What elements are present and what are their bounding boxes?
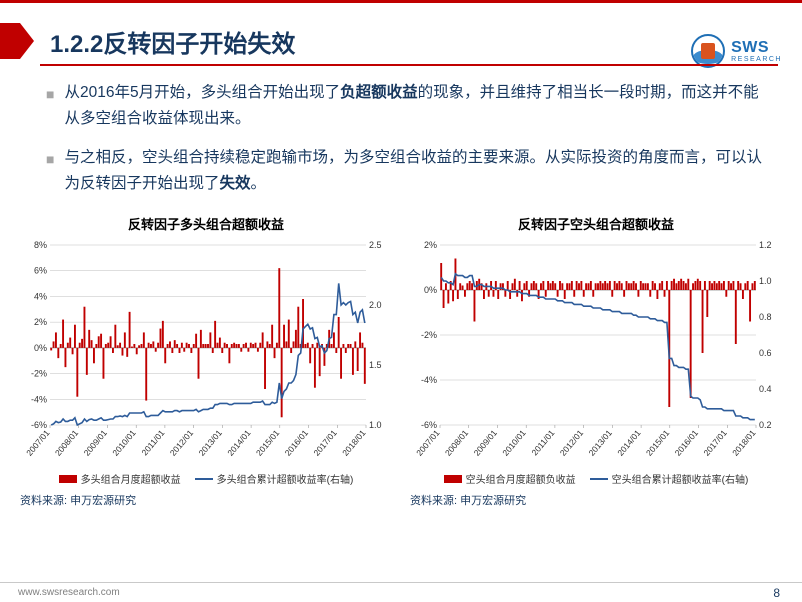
top-border (0, 0, 802, 3)
svg-text:-4%: -4% (31, 394, 47, 404)
svg-text:0%: 0% (34, 343, 47, 353)
svg-text:2016/01: 2016/01 (283, 428, 311, 458)
page-title: 1.2.2反转因子开始失效 (50, 24, 295, 59)
svg-text:2017/01: 2017/01 (311, 428, 339, 458)
svg-text:2009/01: 2009/01 (82, 428, 110, 458)
red-tab-icon (0, 23, 20, 59)
legend-line-icon (590, 478, 608, 480)
svg-text:2010/01: 2010/01 (500, 428, 528, 458)
svg-text:8%: 8% (34, 240, 47, 250)
svg-text:2%: 2% (34, 317, 47, 327)
svg-text:2018/01: 2018/01 (340, 428, 368, 458)
legend-bar-icon (444, 475, 462, 483)
legend-bar-label: 多头组合月度超额收益 (81, 471, 181, 486)
footer: www.swsresearch.com 8 (0, 582, 802, 602)
chart-left: 反转因子多头组合超额收益 -6%-4%-2%0%2%4%6%8%1.01.52.… (20, 214, 392, 508)
logo-sub: RESEARCH (731, 56, 782, 63)
bullet-1: ■ 从2016年5月开始，多头组合开始出现了负超额收益的现象，并且维持了相当长一… (46, 80, 772, 131)
bullet-1-bold: 负超额收益 (340, 84, 418, 101)
chart-left-legend: 多头组合月度超额收益 多头组合累计超额收益率(右轴) (20, 471, 392, 486)
logo-icon (691, 34, 725, 68)
bullet-2: ■ 与之相反，空头组合持续稳定跑输市场，为多空组合收益的主要来源。从实际投资的角… (46, 145, 772, 196)
chart-right-source: 资料来源: 申万宏源研究 (410, 492, 782, 508)
legend-line-label: 空头组合累计超额收益率(右轴) (612, 471, 749, 486)
legend-bar-label: 空头组合月度超额负收益 (466, 471, 576, 486)
svg-text:2014/01: 2014/01 (615, 428, 643, 458)
svg-text:0.2: 0.2 (759, 420, 772, 430)
svg-text:-2%: -2% (421, 330, 437, 340)
svg-text:2%: 2% (424, 240, 437, 250)
svg-text:2017/01: 2017/01 (701, 428, 729, 458)
svg-text:2014/01: 2014/01 (225, 428, 253, 458)
chart-left-title: 反转因子多头组合超额收益 (20, 214, 392, 233)
logo-main: SWS (731, 40, 782, 56)
svg-text:6%: 6% (34, 266, 47, 276)
header-divider (40, 64, 778, 66)
svg-text:2012/01: 2012/01 (558, 428, 586, 458)
charts-row: 反转因子多头组合超额收益 -6%-4%-2%0%2%4%6%8%1.01.52.… (20, 214, 782, 508)
svg-text:2016/01: 2016/01 (673, 428, 701, 458)
svg-text:1.5: 1.5 (369, 360, 382, 370)
svg-text:2.0: 2.0 (369, 300, 382, 310)
svg-text:2011/01: 2011/01 (529, 428, 556, 458)
legend-line-label: 多头组合累计超额收益率(右轴) (217, 471, 354, 486)
svg-text:2011/01: 2011/01 (139, 428, 166, 458)
svg-text:4%: 4% (34, 291, 47, 301)
footer-page: 8 (773, 586, 780, 600)
svg-text:1.0: 1.0 (759, 276, 772, 286)
svg-text:2008/01: 2008/01 (443, 428, 471, 458)
svg-text:1.0: 1.0 (369, 420, 382, 430)
bullet-2-pre: 与之相反，空头组合持续稳定跑输市场，为多空组合收益的主要来源。从实际投资的角度而… (64, 149, 762, 192)
bullet-2-bold: 失效 (219, 175, 250, 192)
footer-url: www.swsresearch.com (18, 587, 120, 598)
logo-text: SWS RESEARCH (731, 40, 782, 63)
legend-line-icon (195, 478, 213, 480)
chart-right: 反转因子空头组合超额收益 -6%-4%-2%0%2%0.20.40.60.81.… (410, 214, 782, 508)
svg-text:0%: 0% (424, 285, 437, 295)
svg-text:0.8: 0.8 (759, 312, 772, 322)
chart-left-area: -6%-4%-2%0%2%4%6%8%1.01.52.02.52007/0120… (20, 239, 392, 469)
svg-text:2008/01: 2008/01 (53, 428, 81, 458)
header: 1.2.2反转因子开始失效 SWS RESEARCH (0, 18, 802, 64)
body-text: ■ 从2016年5月开始，多头组合开始出现了负超额收益的现象，并且维持了相当长一… (46, 80, 772, 210)
svg-text:2013/01: 2013/01 (196, 428, 224, 458)
chart-left-source: 资料来源: 申万宏源研究 (20, 492, 392, 508)
svg-text:2009/01: 2009/01 (472, 428, 500, 458)
svg-text:2015/01: 2015/01 (644, 428, 672, 458)
chart-right-title: 反转因子空头组合超额收益 (410, 214, 782, 233)
svg-text:-4%: -4% (421, 375, 437, 385)
bullet-icon: ■ (46, 148, 54, 196)
legend-bar-icon (59, 475, 77, 483)
svg-text:0.4: 0.4 (759, 384, 772, 394)
svg-text:1.2: 1.2 (759, 240, 772, 250)
svg-text:0.6: 0.6 (759, 348, 772, 358)
svg-text:2015/01: 2015/01 (254, 428, 282, 458)
slide: 1.2.2反转因子开始失效 SWS RESEARCH ■ 从2016年5月开始，… (0, 0, 802, 602)
svg-text:2018/01: 2018/01 (730, 428, 758, 458)
svg-text:2.5: 2.5 (369, 240, 382, 250)
chart-right-area: -6%-4%-2%0%2%0.20.40.60.81.01.22007/0120… (410, 239, 782, 469)
svg-text:2007/01: 2007/01 (24, 428, 52, 458)
bullet-2-post: 。 (251, 175, 267, 192)
bullet-1-pre: 从2016年5月开始，多头组合开始出现了 (64, 84, 340, 101)
svg-text:2010/01: 2010/01 (110, 428, 138, 458)
bullet-icon: ■ (46, 83, 54, 131)
logo: SWS RESEARCH (691, 34, 782, 68)
svg-text:2013/01: 2013/01 (586, 428, 614, 458)
svg-text:2012/01: 2012/01 (168, 428, 196, 458)
chart-right-legend: 空头组合月度超额负收益 空头组合累计超额收益率(右轴) (410, 471, 782, 486)
svg-text:2007/01: 2007/01 (414, 428, 442, 458)
svg-text:-2%: -2% (31, 369, 47, 379)
